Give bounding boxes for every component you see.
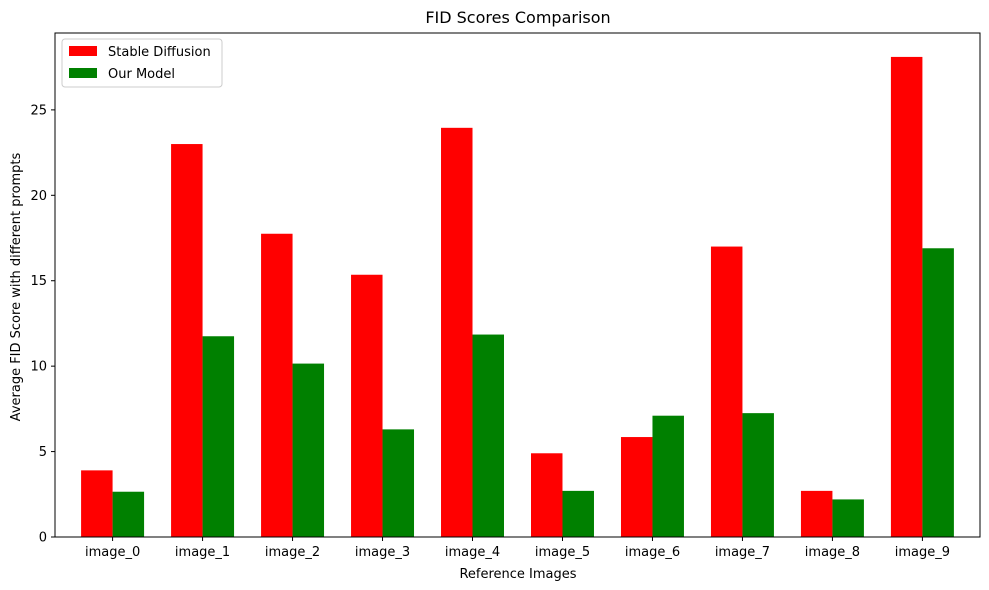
bar-our-model-image_0 (112, 491, 145, 537)
bar-our-model-image_6 (652, 415, 684, 537)
legend-label: Our Model (108, 67, 175, 82)
legend-box (61, 38, 223, 88)
bar-stable-diffusion-image_0 (81, 470, 113, 537)
legend: Stable Diffusion Our Model (61, 38, 223, 88)
y-tick-label: 25 (30, 103, 47, 118)
bar-our-model-image_2 (292, 363, 325, 537)
x-tick-label: image_4 (445, 545, 500, 560)
plot-frame (54, 32, 981, 538)
x-tick-label: image_0 (85, 545, 140, 560)
x-tick-label: image_7 (715, 545, 770, 560)
y-tick-label: 0 (39, 531, 47, 546)
x-tick-label: image_5 (535, 545, 590, 560)
bar-stable-diffusion-image_9 (890, 56, 923, 538)
y-tick-label: 5 (39, 445, 47, 460)
bar-our-model-image_3 (382, 429, 415, 537)
x-tick-label: image_2 (265, 545, 320, 560)
bar-stable-diffusion-image_8 (800, 490, 833, 537)
bar-stable-diffusion-image_1 (171, 144, 203, 538)
legend-swatch (69, 68, 97, 78)
bar-our-model-image_4 (472, 334, 504, 537)
bar-our-model-image_5 (562, 490, 594, 537)
plot-area: 0 5 10 15 20 25 image_0 image_1 image_2 image_3 im… (30, 32, 981, 560)
y-axis-label: Average FID Score with different prompts (9, 152, 24, 421)
x-tick-label: image_9 (895, 545, 950, 560)
bar-our-model-image_1 (202, 336, 235, 537)
y-tick-label: 20 (30, 189, 47, 204)
x-axis-label: Reference Images (459, 567, 576, 582)
bar-stable-diffusion-image_5 (531, 453, 563, 537)
x-tick-label: image_6 (625, 545, 680, 560)
y-tick-label: 10 (30, 360, 47, 375)
x-tick-label: image_1 (175, 545, 230, 560)
chart-title: FID Scores Comparison (425, 8, 610, 27)
x-tick-label: image_3 (355, 545, 410, 560)
legend-label: Stable Diffusion (108, 45, 211, 60)
y-tick-label: 15 (30, 274, 47, 289)
bar-stable-diffusion-image_7 (710, 246, 743, 537)
bar-our-model-image_7 (742, 413, 774, 537)
bar-stable-diffusion-image_6 (620, 437, 653, 537)
bar-our-model-image_9 (922, 248, 954, 537)
bar-stable-diffusion-image_2 (261, 233, 293, 537)
x-tick-label: image_8 (805, 545, 860, 560)
bar-stable-diffusion-image_3 (351, 274, 383, 537)
bar-our-model-image_8 (832, 499, 864, 537)
legend-swatch (69, 46, 97, 56)
bar-stable-diffusion-image_4 (441, 127, 473, 537)
